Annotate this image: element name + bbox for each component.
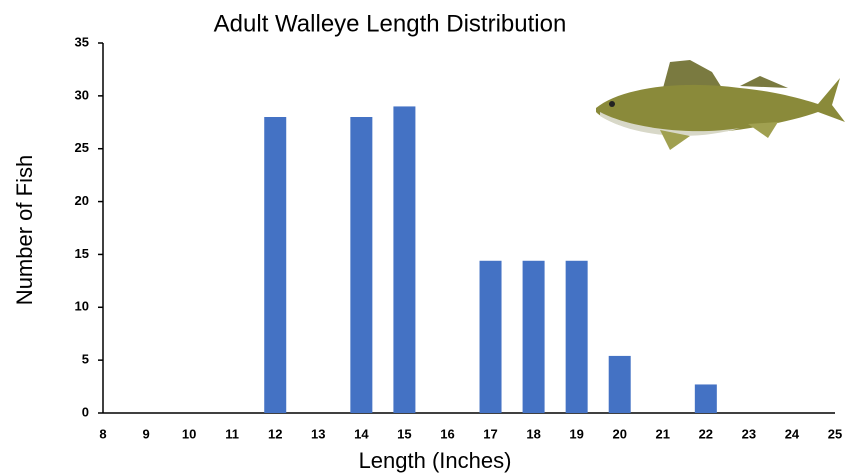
x-tick-label: 20 xyxy=(612,426,626,441)
bar xyxy=(479,260,502,413)
x-tick-label: 14 xyxy=(354,426,369,441)
x-tick-label: 10 xyxy=(182,426,196,441)
x-tick-label: 15 xyxy=(397,426,411,441)
x-tick-label: 23 xyxy=(742,426,756,441)
x-tick-label: 21 xyxy=(656,426,670,441)
bar xyxy=(350,117,373,413)
y-tick-label: 25 xyxy=(75,140,89,155)
x-tick-label: 24 xyxy=(785,426,800,441)
chart-title: Adult Walleye Length Distribution xyxy=(214,10,567,37)
y-tick-label: 10 xyxy=(75,299,89,314)
y-axis-label: Number of Fish xyxy=(12,155,37,305)
bar xyxy=(608,355,631,413)
x-tick-label: 25 xyxy=(828,426,842,441)
x-tick-label: 17 xyxy=(483,426,497,441)
x-tick-label: 16 xyxy=(440,426,454,441)
y-tick-label: 20 xyxy=(75,193,89,208)
x-tick-label: 11 xyxy=(225,426,239,441)
x-tick-label: 13 xyxy=(311,426,325,441)
y-tick-label: 5 xyxy=(82,352,89,367)
x-tick-label: 9 xyxy=(142,426,149,441)
x-tick-label: 8 xyxy=(99,426,106,441)
y-tick-label: 35 xyxy=(75,34,89,49)
y-tick-label: 30 xyxy=(75,87,89,102)
x-axis-label: Length (Inches) xyxy=(359,448,512,473)
x-tick-label: 22 xyxy=(699,426,713,441)
y-tick-label: 15 xyxy=(75,246,89,261)
y-tick-label: 0 xyxy=(82,404,89,419)
bar xyxy=(393,106,416,413)
bar xyxy=(694,384,717,413)
bar xyxy=(565,260,588,413)
x-tick-label: 18 xyxy=(526,426,540,441)
x-tick-label: 12 xyxy=(268,426,282,441)
fish-illustration xyxy=(596,60,845,150)
x-tick-label: 19 xyxy=(569,426,583,441)
bar xyxy=(264,117,287,413)
bar xyxy=(522,260,545,413)
